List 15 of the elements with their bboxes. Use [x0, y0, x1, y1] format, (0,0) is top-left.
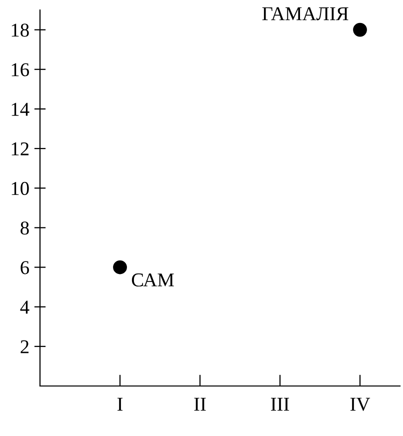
x-tick-label: II	[194, 398, 206, 411]
y-tick-label: 14	[12, 102, 30, 116]
y-tick-label: 18	[12, 24, 29, 37]
x-tick-label: IV	[350, 398, 370, 411]
annotation: ГАМАЛІЯ	[262, 7, 348, 20]
y-tick-label: 2	[20, 340, 29, 354]
y-tick-label: 6	[20, 261, 30, 274]
y-tick-label: 8	[20, 222, 29, 235]
y-tick-label: 10	[12, 182, 29, 196]
y-tick-label: 16	[12, 63, 30, 76]
y-tick-label: 4	[20, 300, 30, 314]
y-tick-label: 12	[12, 142, 29, 156]
x-tick-label: III	[270, 398, 290, 411]
annotation: САМ	[132, 273, 174, 287]
x-tick-label: I	[117, 398, 123, 411]
